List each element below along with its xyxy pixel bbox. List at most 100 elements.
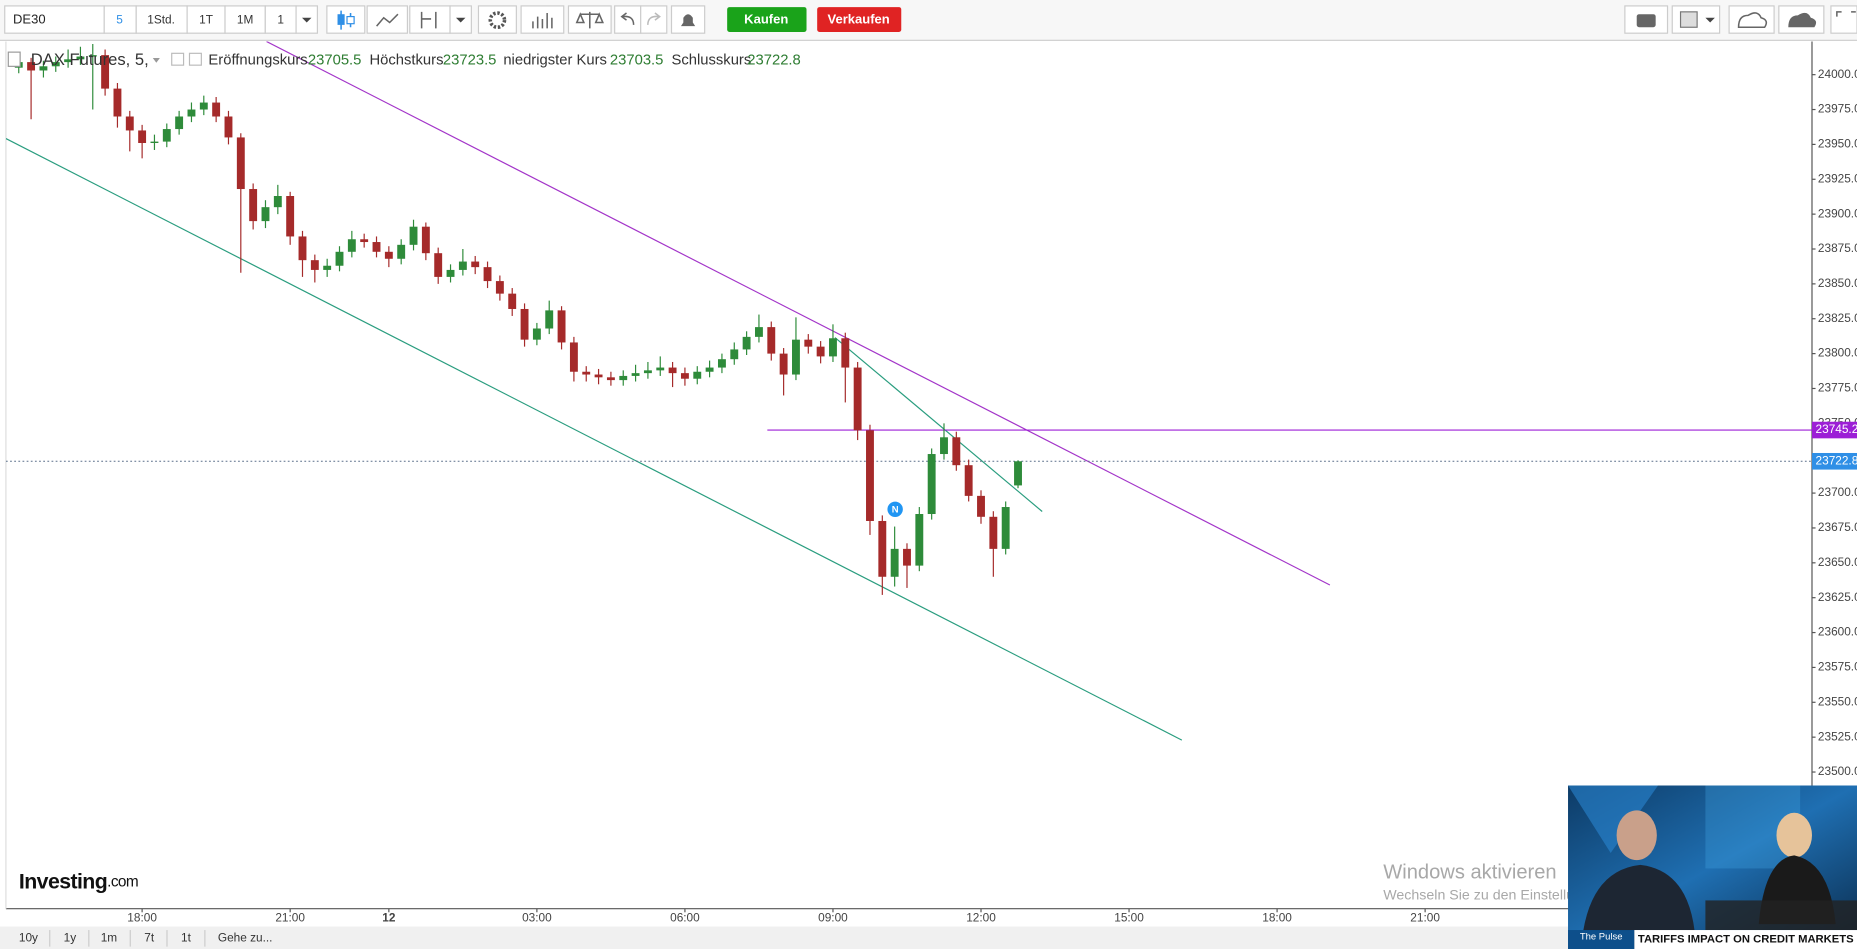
- x-tick-label: 21:00: [1410, 910, 1440, 924]
- icon: [1737, 12, 1768, 29]
- range-button[interactable]: 1m: [101, 930, 118, 944]
- candle-body: [606, 377, 615, 381]
- icon: [1705, 17, 1715, 23]
- candle-body: [693, 371, 702, 379]
- candle-body: [557, 310, 566, 343]
- y-tick-label: 23700.0: [1818, 485, 1857, 499]
- symbol-input[interactable]: [4, 5, 105, 34]
- icon: [575, 11, 604, 29]
- candle-body: [717, 359, 726, 368]
- y-tick-label: 23600.0: [1818, 625, 1857, 639]
- candle-body: [989, 516, 998, 549]
- range-button[interactable]: 7t: [144, 930, 155, 944]
- candle-body: [1014, 461, 1022, 486]
- undo-button[interactable]: [614, 5, 642, 34]
- candle-body: [878, 520, 887, 577]
- load-button[interactable]: [1728, 5, 1775, 34]
- logo-suffix: .com: [107, 874, 138, 891]
- y-tick-label: 23575.0: [1818, 660, 1857, 674]
- candle-type-button[interactable]: [326, 5, 366, 34]
- candle-body: [643, 370, 652, 374]
- icon: [488, 11, 507, 30]
- sell-button[interactable]: [817, 7, 902, 32]
- icon[interactable]: [188, 52, 202, 66]
- x-tick-label: 03:00: [522, 910, 552, 924]
- video-player[interactable]: The Pulse TARIFFS IMPACT ON CREDIT MARKE…: [1568, 785, 1857, 949]
- candle-body: [668, 367, 677, 374]
- candle-body: [964, 465, 973, 496]
- high-label: Höchstkurs: [370, 52, 444, 68]
- candle-body: [816, 346, 825, 357]
- candle-body: [458, 261, 467, 270]
- candle-body: [866, 430, 874, 521]
- goto-button[interactable]: Gehe zu...: [218, 930, 273, 944]
- multiplier-input[interactable]: [264, 5, 297, 34]
- level-tag: [1811, 421, 1857, 439]
- interval-button[interactable]: [103, 5, 137, 34]
- collapse-icon[interactable]: [7, 51, 21, 67]
- x-tick-label: 21:00: [275, 910, 305, 924]
- candle-body: [310, 260, 319, 270]
- icon: [647, 12, 661, 25]
- y-tick-label: 23900.0: [1818, 206, 1857, 220]
- x-tick-label: 12:00: [966, 910, 996, 924]
- candle-body: [940, 437, 948, 455]
- watermark-title: Windows aktivieren: [1383, 861, 1556, 883]
- interval-label: 1T: [199, 12, 213, 26]
- interval-label: 1M: [237, 12, 253, 26]
- candle-body: [977, 495, 985, 517]
- candle-body: [273, 196, 282, 208]
- candle-body: [360, 239, 369, 243]
- symbol: DE30: [13, 12, 46, 27]
- logo-name: Investing: [19, 869, 107, 893]
- dropdown-arrow: [301, 17, 312, 23]
- logo: Investing.com: [19, 869, 138, 893]
- video-backdrop: [1568, 785, 1659, 854]
- range-button[interactable]: 10y: [19, 930, 38, 944]
- buy-button[interactable]: [727, 7, 807, 32]
- candle-body: [890, 548, 899, 577]
- footer: [0, 926, 1857, 949]
- person-body: [1581, 864, 1696, 949]
- y-tick-label: 23950.0: [1818, 137, 1857, 151]
- interval-button[interactable]: [186, 5, 226, 34]
- candle-body: [903, 548, 911, 566]
- ohlc-legend: DAX Futures, 5, Eröffnungskurs 23705.5 H…: [7, 50, 801, 69]
- screenshot-button[interactable]: [1624, 5, 1669, 34]
- multiplier: 1: [277, 12, 284, 26]
- x-tick-label: 15:00: [1114, 910, 1144, 924]
- fullscreen-button[interactable]: [1830, 5, 1857, 34]
- y-tick-label: 23825.0: [1818, 311, 1857, 325]
- draw-button[interactable]: [409, 5, 451, 34]
- level-label: 23745.2: [1816, 422, 1857, 436]
- low-value: 23703.5: [610, 52, 663, 68]
- candle-body: [804, 339, 813, 347]
- last-price-tag: [1811, 452, 1857, 470]
- icon[interactable]: [171, 52, 185, 66]
- candle-body: [224, 116, 233, 138]
- candle-body: [298, 236, 307, 261]
- range-button[interactable]: 1y: [64, 930, 77, 944]
- candle-body: [249, 189, 258, 222]
- y-tick-label: 23500.0: [1818, 764, 1857, 778]
- range-button[interactable]: 1t: [181, 930, 192, 944]
- candle-body: [927, 454, 936, 515]
- candle-body: [261, 207, 270, 222]
- candle-body: [397, 244, 406, 259]
- sell-label: Verkaufen: [828, 12, 890, 27]
- candle-body: [138, 130, 147, 144]
- interval-button[interactable]: [135, 5, 188, 34]
- candle-body: [532, 328, 541, 340]
- icon: [532, 13, 553, 29]
- candle-body: [434, 253, 443, 277]
- settings-button[interactable]: [477, 5, 517, 34]
- candle-body: [582, 371, 591, 375]
- indicator-button[interactable]: [366, 5, 408, 34]
- candle-body: [446, 269, 455, 277]
- interval-label: 1Std.: [147, 12, 175, 26]
- y-tick-label: 23525.0: [1818, 729, 1857, 743]
- candle-body: [483, 267, 492, 282]
- redo-button[interactable]: [640, 5, 668, 34]
- candle-body: [508, 293, 517, 309]
- icon: [455, 17, 466, 23]
